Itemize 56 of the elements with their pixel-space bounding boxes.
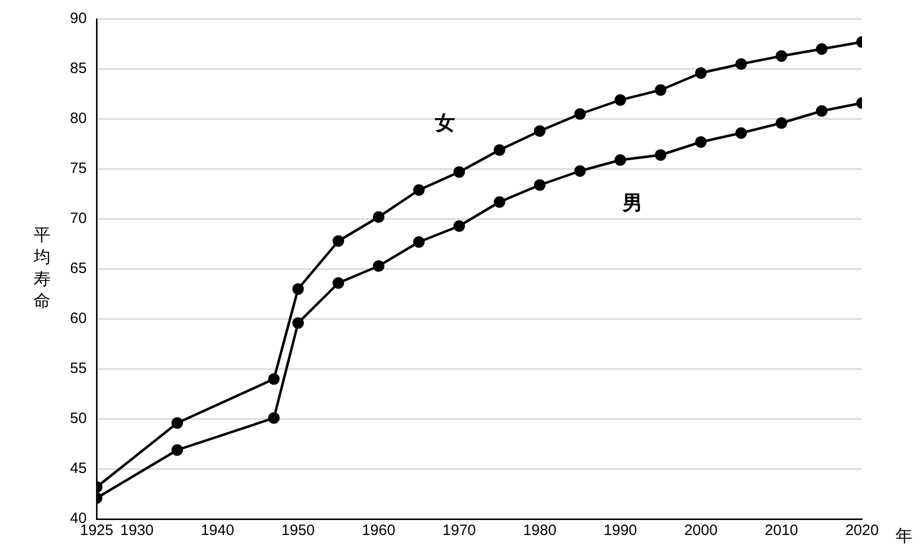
x-tick-label: 1960	[362, 522, 396, 540]
x-tick-label: 2000	[684, 522, 718, 540]
y-tick-label: 70	[70, 210, 87, 228]
point	[776, 50, 788, 62]
series-label: 女	[434, 112, 456, 135]
point	[171, 444, 183, 456]
point	[654, 84, 666, 96]
point	[494, 144, 506, 156]
point	[171, 417, 183, 429]
x-tick-label: 1940	[200, 522, 234, 540]
y-tick-label: 90	[70, 10, 87, 28]
x-tick-label: 2020	[845, 522, 879, 540]
point	[413, 236, 425, 248]
y-tick-label: 80	[70, 110, 87, 128]
point	[453, 166, 465, 178]
x-tick-label: 1980	[523, 522, 556, 540]
point	[494, 196, 506, 208]
point	[695, 136, 707, 148]
point	[372, 211, 384, 223]
x-axis-title: 年	[896, 526, 912, 546]
point	[332, 235, 344, 247]
y-tick-label: 50	[70, 410, 87, 428]
y-axis-title: 平均寿命	[32, 226, 50, 311]
y-tick-label: 60	[70, 310, 87, 328]
series-label: 男	[621, 192, 642, 215]
point	[268, 373, 280, 385]
x-tick-label: 2010	[764, 522, 798, 540]
point	[372, 260, 384, 272]
point	[534, 125, 546, 137]
x-tick-label: 1990	[604, 522, 638, 540]
point	[268, 412, 280, 424]
point	[292, 283, 304, 295]
x-tick-label: 1950	[281, 522, 315, 540]
point	[654, 149, 666, 161]
point	[735, 127, 747, 139]
y-tick-label: 45	[70, 460, 87, 478]
x-tick-label: 1970	[442, 522, 476, 540]
point	[816, 105, 828, 117]
y-tick-label: 55	[70, 360, 87, 378]
point	[735, 58, 747, 70]
y-tick-label: 85	[70, 60, 87, 78]
point	[816, 43, 828, 55]
point	[776, 117, 788, 129]
y-tick-label: 65	[70, 260, 87, 278]
point	[534, 179, 546, 191]
point	[695, 67, 707, 79]
point	[574, 165, 586, 177]
point	[574, 108, 586, 120]
point	[453, 220, 465, 232]
y-tick-label: 75	[70, 160, 87, 178]
point	[292, 317, 304, 329]
point	[614, 94, 626, 106]
point	[413, 184, 425, 196]
point	[614, 154, 626, 166]
x-tick-label: 1930	[120, 522, 154, 540]
point	[332, 277, 344, 289]
